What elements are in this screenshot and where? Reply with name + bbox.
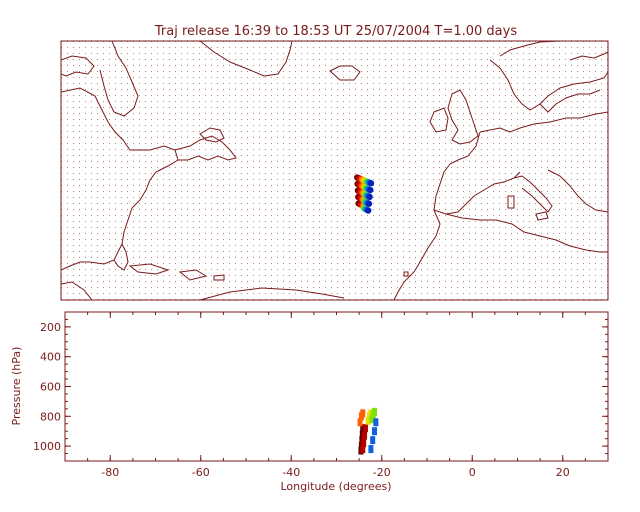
- y-tick-label: 1000: [33, 440, 61, 453]
- trajectory-point: [357, 418, 363, 427]
- map-panel: [60, 40, 609, 301]
- coast-florida: [113, 243, 129, 271]
- trajectory-point: [362, 424, 368, 433]
- coast-south-america: [199, 287, 345, 300]
- trajectory-point: [368, 445, 374, 454]
- pressure-frame: [64, 311, 609, 462]
- x-tick-label: -40: [282, 466, 300, 479]
- coast-france-iberia: [433, 131, 521, 215]
- coast-north-africa: [393, 209, 441, 300]
- coast-europe-west: [479, 111, 608, 133]
- y-axis-label: Pressure (hPa): [10, 347, 23, 426]
- pressure-panel: 200 400 600 800 1000 -80 -60 -40 -20 0 20 Pressur…: [10, 311, 609, 493]
- trajectory-point: [372, 427, 378, 436]
- x-tick-label: 0: [469, 466, 476, 479]
- coast-sicily: [535, 211, 549, 221]
- coast-newfoundland: [199, 127, 225, 143]
- trajectory-point: [373, 418, 379, 427]
- coast-hudson: [61, 55, 95, 77]
- map-trajectories: [354, 174, 375, 214]
- trajectory-point: [362, 431, 368, 440]
- x-axis-ticks: -80 -60 -40 -20 0 20: [64, 312, 609, 479]
- coast-norway: [499, 41, 561, 57]
- trajectory-point: [360, 424, 366, 433]
- y-tick-label: 400: [40, 351, 61, 364]
- map-trajectory-point: [367, 180, 375, 187]
- coast-cuba: [128, 263, 170, 275]
- coast-canada-maritime: [174, 135, 237, 161]
- coast-hispaniola: [178, 269, 208, 281]
- coast-canaries: [403, 271, 409, 277]
- coast-sardinia: [507, 195, 515, 209]
- coast-baltic: [539, 89, 601, 113]
- coast-north-america: [61, 87, 179, 271]
- coast-med-south: [445, 213, 608, 253]
- x-tick-label: 20: [556, 466, 570, 479]
- map-frame: [60, 40, 609, 301]
- x-axis-label: Longitude (degrees): [280, 480, 391, 493]
- map-grid: [61, 41, 608, 300]
- coast-yucatan: [61, 281, 93, 300]
- trajectory-point: [360, 409, 366, 418]
- coast-puerto-rico: [213, 274, 225, 281]
- coast-italy: [513, 175, 553, 213]
- coast-great-britain: [447, 89, 479, 145]
- map-trajectory-point: [366, 193, 373, 201]
- pressure-trajectories: [357, 407, 379, 455]
- x-tick-label: -60: [192, 466, 210, 479]
- trajectory-point: [369, 415, 375, 424]
- trajectory-point: [372, 407, 378, 416]
- coast-iceland: [329, 65, 361, 81]
- trajectory-point: [361, 439, 367, 448]
- coast-balkans: [547, 169, 608, 213]
- x-tick-label: -20: [373, 466, 391, 479]
- trajectory-point: [360, 445, 366, 454]
- y-tick-label: 800: [40, 410, 61, 423]
- coastlines: [61, 41, 608, 300]
- x-tick-label: -80: [101, 466, 119, 479]
- map-trajectory-point: [365, 207, 372, 214]
- coast-ireland: [429, 107, 449, 133]
- map-trajectory-point: [367, 186, 374, 194]
- trajectory-point: [370, 436, 376, 445]
- figure-title: Traj release 16:39 to 18:53 UT 25/07/200…: [154, 24, 517, 39]
- map-trajectory-point: [365, 200, 373, 207]
- coast-russia-north: [569, 51, 608, 61]
- coast-greenland: [199, 41, 293, 77]
- y-tick-label: 600: [40, 381, 61, 394]
- y-axis-ticks: 200 400 600 800 1000: [33, 311, 608, 462]
- coast-labrador: [99, 41, 139, 117]
- y-tick-label: 200: [40, 321, 61, 334]
- trajectory-point: [365, 416, 371, 425]
